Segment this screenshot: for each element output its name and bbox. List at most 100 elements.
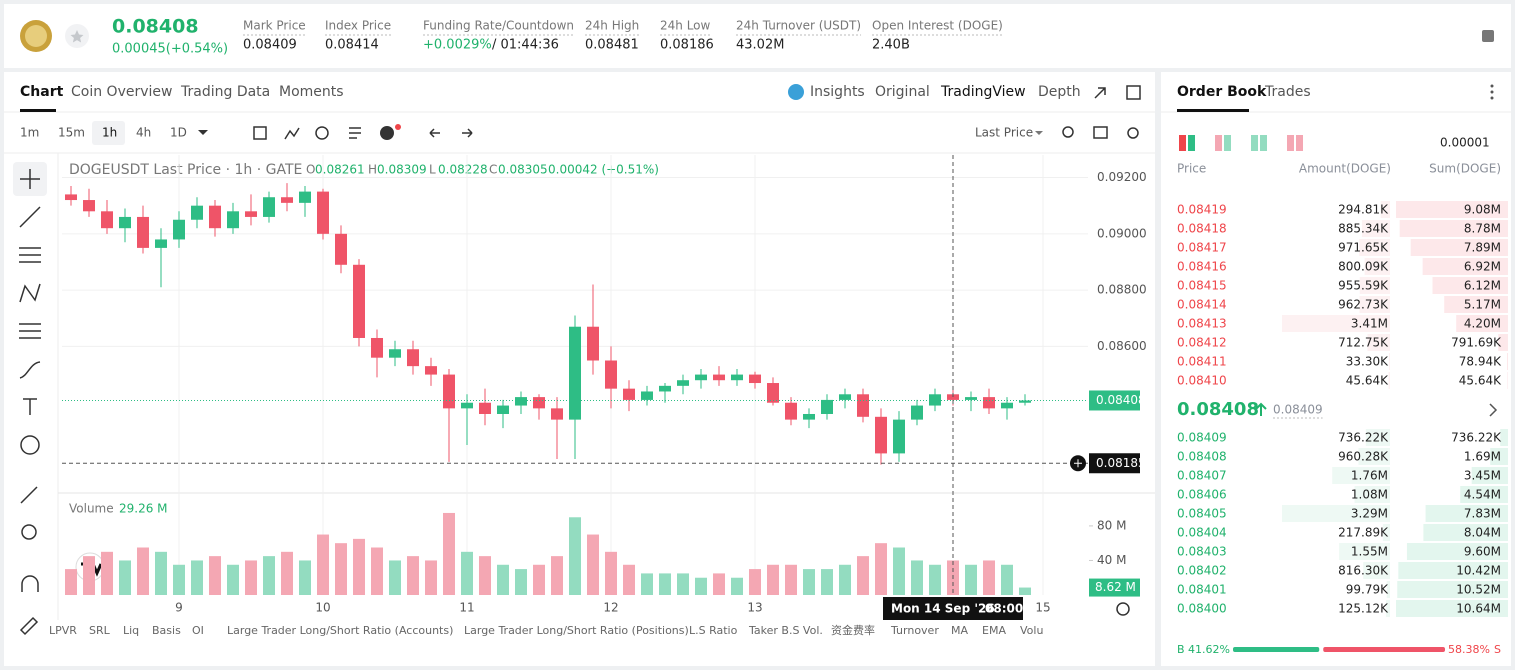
replay-icon[interactable] bbox=[315, 126, 329, 140]
candle-body bbox=[137, 216, 149, 248]
chart-tab[interactable]: Chart bbox=[20, 84, 64, 100]
menu-icon[interactable] bbox=[1482, 30, 1494, 42]
brush-tool[interactable] bbox=[19, 361, 41, 379]
layout-icon[interactable] bbox=[1215, 135, 1222, 151]
view-tab[interactable]: Depth bbox=[1038, 84, 1081, 100]
fib-tool[interactable] bbox=[19, 323, 41, 339]
volume-bar bbox=[281, 551, 293, 595]
indicator-tab[interactable]: Large Trader Long/Short Ratio (Positions… bbox=[464, 624, 689, 637]
ruler-tool[interactable] bbox=[20, 486, 38, 504]
crosshair-tool[interactable] bbox=[20, 169, 40, 189]
volume-bar bbox=[137, 547, 149, 595]
zoom-tool[interactable] bbox=[21, 524, 37, 540]
dropdown[interactable] bbox=[198, 130, 208, 135]
search-icon[interactable] bbox=[1062, 126, 1074, 138]
layout-icon[interactable] bbox=[1224, 135, 1231, 151]
redo-icon[interactable] bbox=[462, 128, 473, 138]
indicator-tab[interactable]: OI bbox=[192, 624, 204, 637]
indicator-tab[interactable]: Taker B.S Vol. bbox=[748, 624, 823, 637]
interval[interactable]: 1D bbox=[170, 126, 187, 140]
precision[interactable]: 0.00001 bbox=[1440, 136, 1490, 150]
volume-bar bbox=[299, 560, 311, 595]
candle-body bbox=[65, 194, 77, 201]
layout-icon[interactable] bbox=[1296, 135, 1303, 151]
sum-depth-bar bbox=[1410, 239, 1508, 256]
layout-icon[interactable] bbox=[1179, 135, 1186, 151]
candle-body bbox=[101, 211, 113, 229]
interval[interactable]: 15m bbox=[58, 126, 85, 140]
text-tool[interactable] bbox=[23, 398, 37, 415]
undo-icon[interactable] bbox=[429, 128, 440, 138]
pen-tool[interactable] bbox=[19, 616, 39, 636]
amount-depth-bar bbox=[1354, 486, 1390, 503]
indicator-tab[interactable]: Large Trader Long/Short Ratio (Accounts) bbox=[227, 624, 453, 637]
volume-bar bbox=[767, 564, 779, 595]
expand-icon[interactable] bbox=[1094, 87, 1106, 99]
pattern-tool[interactable] bbox=[19, 283, 41, 303]
ob-mark-price: 0.08409 bbox=[1273, 403, 1323, 417]
volume-bar bbox=[911, 560, 923, 595]
add-icon[interactable] bbox=[380, 126, 394, 140]
ob-sum: 10.52M bbox=[1456, 583, 1501, 597]
layout-icon[interactable] bbox=[1287, 135, 1294, 151]
volume-bar bbox=[497, 564, 509, 595]
view-tab[interactable]: Original bbox=[875, 84, 930, 100]
candle-body bbox=[209, 205, 221, 229]
interval[interactable]: 4h bbox=[136, 126, 151, 140]
ob-price: 0.08407 bbox=[1177, 469, 1227, 483]
volume-bar bbox=[515, 569, 527, 595]
magnet-tool[interactable] bbox=[21, 575, 39, 592]
indicator-tab[interactable]: Liq bbox=[123, 624, 139, 637]
window-icon[interactable] bbox=[1126, 85, 1141, 100]
volume-bar bbox=[317, 534, 329, 595]
indicator-tab[interactable]: SRL bbox=[89, 624, 111, 637]
channel-tool[interactable] bbox=[19, 247, 41, 263]
dropdown[interactable] bbox=[1035, 131, 1043, 135]
line-tool[interactable] bbox=[19, 206, 41, 228]
sum-depth-bar bbox=[1423, 524, 1508, 541]
axis-settings[interactable] bbox=[1116, 602, 1130, 616]
candle-body bbox=[119, 216, 131, 229]
layout-icon[interactable] bbox=[1188, 135, 1195, 151]
indicator-tab[interactable]: Turnover bbox=[890, 624, 939, 637]
chart-tab[interactable]: Coin Overview bbox=[71, 84, 172, 100]
chart-tab[interactable]: Moments bbox=[279, 84, 344, 100]
stat-countdown: / 01:44:36 bbox=[492, 38, 559, 53]
settings-icon[interactable] bbox=[1127, 127, 1139, 139]
view-tab[interactable]: Insights bbox=[810, 84, 865, 100]
volume-bar bbox=[407, 556, 419, 595]
volume-bar bbox=[191, 560, 203, 595]
candle-body bbox=[731, 374, 743, 381]
ob-tab[interactable]: Trades bbox=[1264, 84, 1311, 100]
indicator-tab[interactable]: Volu bbox=[1020, 624, 1043, 637]
ob-amount: 885.34K bbox=[1338, 222, 1389, 236]
candle-body bbox=[245, 211, 257, 217]
ob-tab[interactable]: Order Book bbox=[1177, 84, 1267, 100]
ob-sum: 3.45M bbox=[1464, 469, 1501, 483]
indicator-tab[interactable]: L.S Ratio bbox=[689, 624, 738, 637]
ob-sum: 9.08M bbox=[1464, 203, 1501, 217]
price-type[interactable]: Last Price bbox=[975, 126, 1033, 140]
interval[interactable]: 1m bbox=[20, 126, 39, 140]
layout-icon[interactable] bbox=[1251, 135, 1258, 151]
ob-amount: 99.79K bbox=[1346, 583, 1389, 597]
indicator-icon[interactable] bbox=[284, 127, 300, 140]
template-icon[interactable] bbox=[349, 127, 361, 139]
indicator-tab[interactable]: LPVR bbox=[49, 624, 77, 637]
indicator-tab[interactable]: EMA bbox=[982, 624, 1006, 637]
indicator-tab[interactable]: MA bbox=[951, 624, 968, 637]
candle-icon[interactable] bbox=[253, 126, 267, 140]
candle-body bbox=[857, 394, 869, 417]
emoji-tool[interactable] bbox=[20, 435, 40, 455]
chevron[interactable] bbox=[1489, 403, 1498, 417]
chart-tab[interactable]: Trading Data bbox=[180, 84, 270, 100]
indicator-tab[interactable]: Basis bbox=[152, 624, 181, 637]
camera-icon[interactable] bbox=[1093, 126, 1108, 139]
volume-value-label: 8.62 M bbox=[1095, 580, 1136, 594]
view-tab[interactable]: TradingView bbox=[940, 84, 1026, 100]
ob-sum: 9.60M bbox=[1464, 545, 1501, 559]
interval[interactable]: 1h bbox=[102, 126, 117, 140]
indicator-tab[interactable]: 资金费率 bbox=[831, 623, 875, 637]
amount-depth-bar bbox=[1359, 296, 1390, 313]
layout-icon[interactable] bbox=[1260, 135, 1267, 151]
